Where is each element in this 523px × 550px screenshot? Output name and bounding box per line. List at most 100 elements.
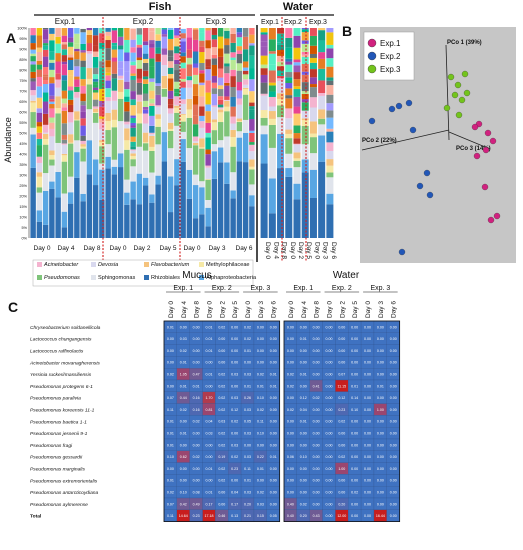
- fish-day-label: Day 0: [110, 245, 127, 252]
- stacked-bar-segment: [42, 224, 49, 238]
- stacked-bar-segment: [136, 146, 143, 174]
- stacked-bar-segment: [42, 76, 49, 81]
- mucus-heatmap-value: 0.17: [231, 502, 238, 506]
- stacked-bar-segment: [105, 168, 111, 238]
- water-heatmap-value: 11.15: [337, 384, 346, 388]
- mucus-heatmap-value: 0.01: [270, 373, 277, 377]
- stacked-bar-segment: [30, 49, 36, 54]
- stacked-bar-segment: [249, 184, 255, 196]
- stacked-bar-segment: [117, 91, 124, 99]
- mucus-heatmap-value: 0.02: [218, 384, 225, 388]
- pcoa-point-exp1: [489, 137, 497, 145]
- stacked-bar-segment: [236, 70, 243, 82]
- stacked-bar-segment: [92, 185, 99, 238]
- stacked-bar-segment: [92, 106, 99, 109]
- stacked-bar-segment: [49, 62, 55, 70]
- stacked-bar-segment: [230, 52, 236, 58]
- stacked-bar-segment: [217, 56, 224, 69]
- stacked-bar-segment: [211, 39, 218, 48]
- mucus-heatmap-value: 0.11: [257, 420, 264, 424]
- water-day-label: Day 6: [330, 242, 337, 259]
- stacked-bar-segment: [301, 102, 309, 111]
- legend-label: Rhizobiales: [151, 275, 180, 281]
- stacked-bar-segment: [236, 50, 243, 54]
- stacked-bar-segment: [111, 78, 118, 91]
- stacked-bar-segment: [326, 48, 334, 59]
- stacked-bar-segment: [249, 55, 255, 69]
- stacked-bar-segment: [174, 92, 180, 97]
- pcoa-point-exp1: [484, 129, 492, 137]
- mucus-heatmap-value: 0.00: [193, 479, 200, 483]
- stacked-bar-segment: [186, 87, 193, 99]
- mucus-heatmap-value: 0.01: [167, 443, 174, 447]
- stacked-bar-segment: [211, 64, 218, 76]
- stacked-bar-segment: [61, 193, 68, 212]
- mucus-heatmap-value: 0.00: [257, 337, 264, 341]
- stacked-bar-segment: [142, 53, 149, 59]
- mucus-heatmap-value: 0.00: [244, 443, 251, 447]
- stacked-bar-segment: [326, 150, 334, 160]
- mucus-heatmap-value: 0.17: [205, 502, 212, 506]
- stacked-bar-segment: [142, 41, 149, 46]
- stacked-bar-segment: [61, 64, 68, 76]
- day-labels: Day 0 Day 4 Day 8 Day 0 Day 2 Day 5 Day 0 Day 3…: [34, 242, 337, 259]
- stacked-bar-segment: [99, 146, 105, 164]
- stacked-bar-segment: [111, 159, 118, 167]
- stacked-bar-segment: [192, 136, 199, 142]
- stacked-bar-segment: [30, 64, 36, 72]
- stacked-bar-segment: [230, 123, 236, 130]
- water-heatmap-value: 0.07: [338, 373, 345, 377]
- stacked-bar-segment: [67, 112, 74, 123]
- stacked-bar-segment: [236, 98, 243, 105]
- water-heatmap-value: 0.00: [390, 325, 397, 329]
- stacked-bar-segment: [42, 29, 49, 40]
- mucus-heatmap-value: 0.00: [180, 443, 187, 447]
- stacked-bar-segment: [61, 28, 68, 36]
- stacked-bar-segment: [301, 172, 309, 238]
- stacked-bar-segment: [249, 43, 255, 46]
- stacked-bar-segment: [67, 46, 74, 55]
- stacked-bar-segment: [285, 95, 293, 99]
- stacked-bar-segment: [309, 87, 317, 98]
- stacked-bar-segment: [211, 130, 218, 145]
- mucus-heatmap-value: 0.01: [180, 361, 187, 365]
- stacked-bar-segment: [192, 51, 199, 64]
- y-tick-label: 70%: [19, 90, 27, 94]
- water-heatmap-value: 0.00: [325, 325, 332, 329]
- stacked-bar-segment: [199, 181, 205, 188]
- stacked-bar-segment: [111, 73, 118, 79]
- mucus-heatmap-value: 0.00: [167, 361, 174, 365]
- water-heatmap-value: 0.00: [313, 337, 320, 341]
- y-tick-label: 100%: [17, 27, 27, 31]
- stacked-bar-segment: [301, 125, 309, 145]
- stacked-bar-segment: [61, 90, 68, 99]
- stacked-bar-segment: [249, 102, 255, 107]
- water-heatmap-value: 0.00: [287, 325, 294, 329]
- stacked-bar-segment: [92, 159, 99, 186]
- water-heatmap-value: 0.00: [287, 420, 294, 424]
- stacked-bar-segment: [199, 62, 205, 71]
- stacked-bar-segment: [260, 163, 268, 238]
- stacked-bar-segment: [92, 112, 99, 123]
- stacked-bar-segment: [99, 79, 105, 89]
- stacked-bar-segment: [49, 28, 55, 34]
- stacked-bar-segment: [192, 104, 199, 116]
- stacked-bar-segment: [205, 179, 211, 180]
- stacked-bar-segment: [318, 68, 326, 81]
- stacked-bar-segment: [199, 96, 205, 107]
- stacked-bar-segment: [285, 28, 293, 38]
- stacked-bar-segment: [142, 83, 149, 94]
- mucus-heatmap-value: 0.01: [205, 467, 212, 471]
- stacked-bar-segment: [205, 122, 211, 133]
- pcoa-point-exp1: [473, 152, 481, 160]
- stacked-bar-segment: [130, 141, 136, 147]
- pcoa-point-exp3: [463, 89, 471, 97]
- heatmap-row-label: Pseudomonas fragi: [30, 443, 73, 449]
- legend-frame: [32, 259, 254, 287]
- pcoa-point-exp3: [461, 70, 469, 78]
- legend-label: Methylophilaceae: [206, 262, 250, 268]
- stacked-bar-segment: [86, 78, 93, 85]
- water-heatmap-value: 0.00: [325, 467, 332, 471]
- water-heatmap-value: 0.00: [300, 467, 307, 471]
- stacked-bar-segment: [136, 60, 143, 69]
